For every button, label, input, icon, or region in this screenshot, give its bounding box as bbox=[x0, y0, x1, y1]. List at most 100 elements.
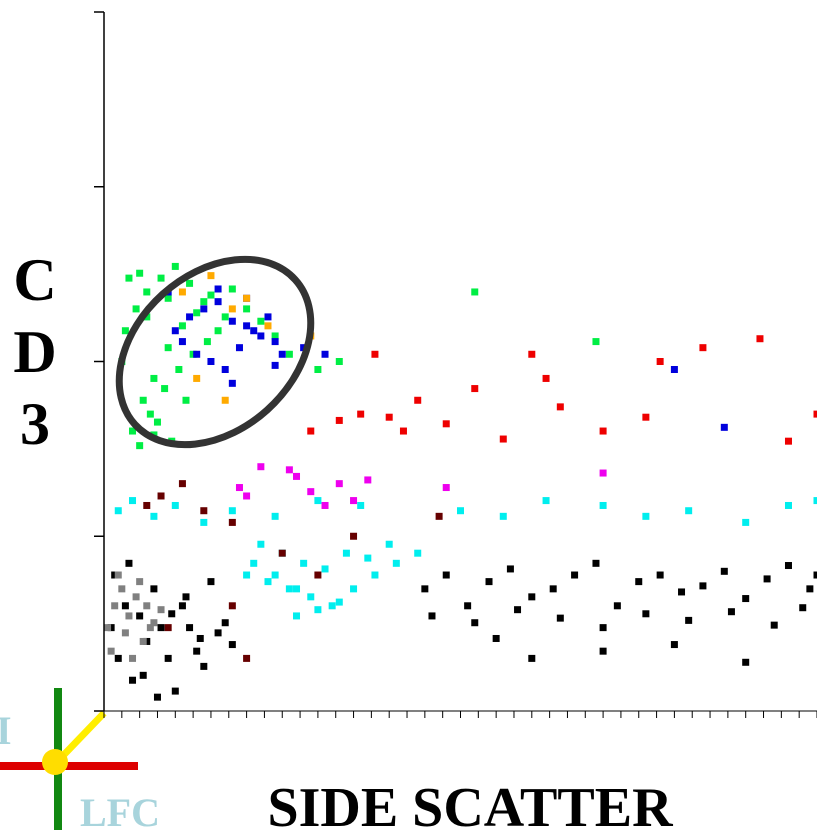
point bbox=[129, 654, 137, 662]
logo-text: LFC bbox=[80, 790, 160, 830]
point bbox=[428, 612, 436, 620]
point bbox=[221, 619, 229, 627]
point bbox=[264, 578, 272, 586]
point bbox=[207, 272, 215, 280]
point bbox=[770, 621, 778, 629]
point bbox=[114, 571, 122, 579]
point bbox=[514, 606, 522, 614]
point bbox=[499, 435, 507, 443]
point bbox=[121, 629, 129, 637]
point bbox=[200, 305, 208, 313]
point bbox=[720, 567, 728, 575]
point bbox=[121, 327, 129, 335]
point bbox=[121, 602, 129, 610]
point bbox=[357, 410, 365, 418]
point bbox=[125, 612, 133, 620]
point bbox=[182, 593, 190, 601]
point bbox=[307, 488, 315, 496]
point bbox=[200, 662, 208, 670]
point bbox=[150, 374, 158, 382]
point bbox=[171, 327, 179, 335]
point bbox=[528, 593, 536, 601]
point bbox=[178, 322, 186, 330]
point bbox=[806, 585, 814, 593]
point bbox=[271, 571, 279, 579]
point bbox=[335, 358, 343, 365]
point bbox=[592, 559, 600, 567]
point bbox=[485, 578, 493, 586]
point bbox=[599, 469, 607, 477]
point bbox=[178, 338, 186, 346]
point bbox=[271, 332, 279, 340]
point bbox=[756, 335, 764, 343]
point bbox=[300, 559, 308, 567]
point bbox=[235, 484, 243, 492]
point bbox=[271, 512, 279, 520]
point bbox=[784, 501, 792, 509]
point bbox=[186, 279, 194, 287]
point bbox=[171, 687, 179, 695]
point bbox=[685, 507, 693, 515]
point bbox=[193, 309, 201, 317]
point bbox=[175, 365, 183, 373]
point bbox=[214, 285, 222, 293]
y-axis-label-char: C bbox=[13, 247, 56, 313]
point bbox=[599, 647, 607, 655]
point bbox=[364, 554, 372, 562]
point bbox=[542, 497, 550, 505]
point bbox=[271, 361, 279, 369]
point bbox=[599, 427, 607, 435]
point bbox=[178, 480, 186, 488]
x-axis-label: SIDE SCATTER bbox=[267, 777, 673, 830]
point bbox=[132, 593, 140, 601]
point bbox=[592, 338, 600, 346]
point bbox=[599, 624, 607, 632]
point bbox=[471, 385, 479, 393]
point bbox=[143, 637, 151, 645]
point bbox=[153, 418, 161, 426]
point bbox=[150, 619, 158, 627]
point bbox=[321, 501, 329, 509]
point bbox=[228, 641, 236, 649]
point bbox=[207, 578, 215, 586]
point bbox=[528, 350, 536, 358]
point bbox=[813, 571, 817, 579]
point bbox=[471, 619, 479, 627]
point bbox=[549, 585, 557, 593]
point bbox=[656, 358, 664, 365]
point bbox=[742, 658, 750, 666]
plot-area bbox=[104, 262, 817, 701]
point bbox=[139, 637, 147, 645]
point bbox=[214, 298, 222, 306]
point bbox=[727, 608, 735, 616]
point bbox=[196, 634, 204, 642]
point bbox=[178, 288, 186, 296]
point bbox=[189, 350, 197, 358]
point bbox=[243, 294, 251, 302]
point bbox=[442, 484, 450, 492]
point bbox=[385, 540, 393, 548]
point bbox=[136, 612, 144, 620]
point bbox=[200, 518, 208, 526]
logo: I LFC bbox=[0, 688, 160, 830]
point bbox=[264, 322, 272, 330]
logo-text: I bbox=[0, 708, 12, 753]
point bbox=[307, 427, 315, 435]
point bbox=[656, 571, 664, 579]
point bbox=[556, 403, 564, 411]
point bbox=[118, 585, 126, 593]
point bbox=[813, 497, 817, 505]
point bbox=[257, 332, 265, 340]
point bbox=[556, 614, 564, 622]
point bbox=[200, 507, 208, 515]
point bbox=[150, 585, 158, 593]
point bbox=[271, 338, 279, 346]
point bbox=[186, 624, 194, 632]
point bbox=[293, 472, 301, 480]
point bbox=[371, 571, 379, 579]
point bbox=[228, 518, 236, 526]
point bbox=[193, 350, 201, 358]
point bbox=[107, 624, 115, 632]
point bbox=[678, 588, 686, 596]
